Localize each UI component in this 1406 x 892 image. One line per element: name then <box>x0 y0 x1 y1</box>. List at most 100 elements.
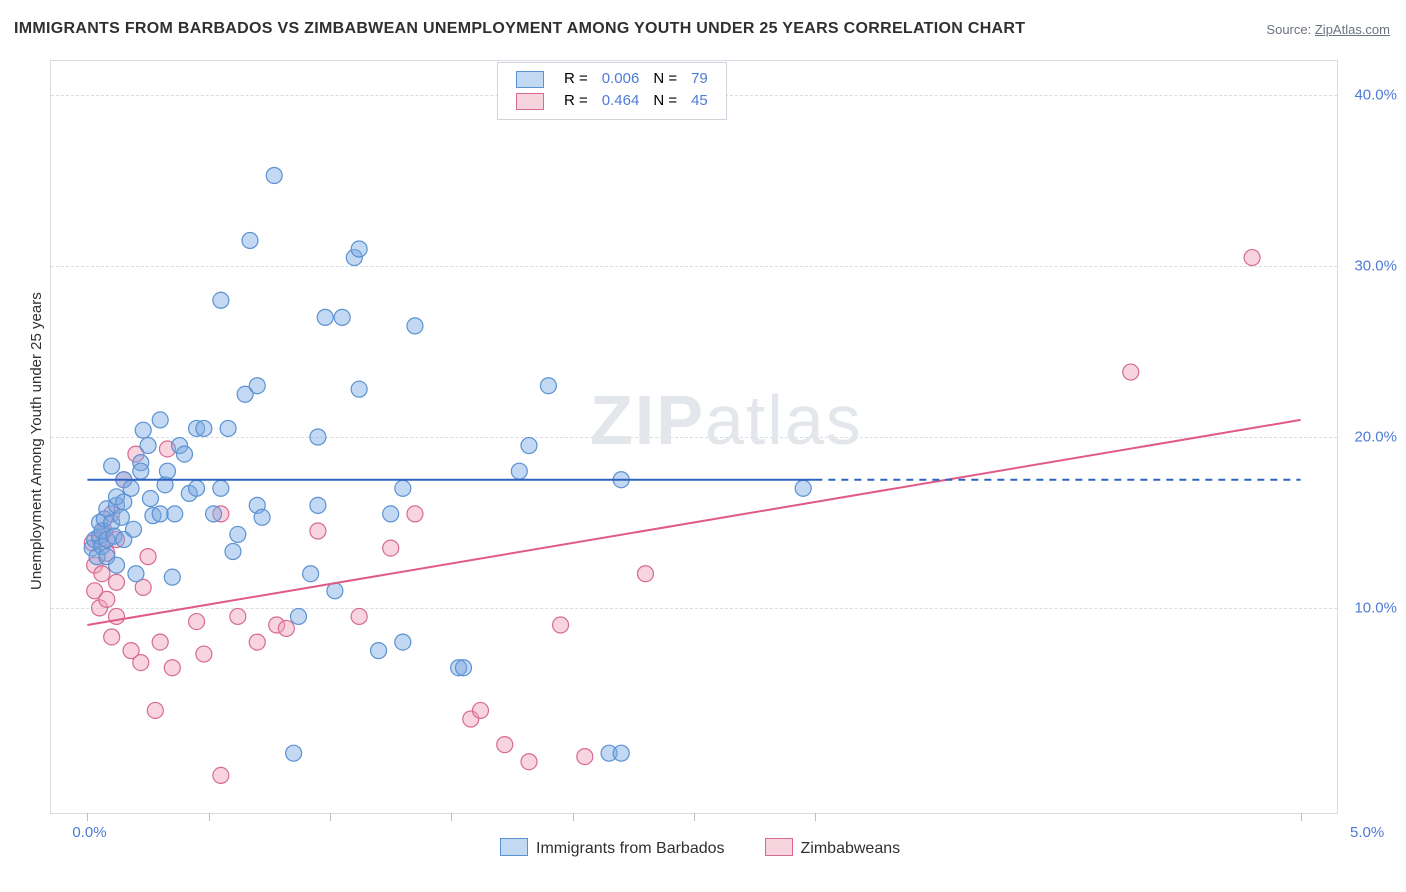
legend-swatch <box>765 838 793 856</box>
data-point <box>351 241 367 257</box>
data-point <box>99 591 115 607</box>
data-point <box>164 569 180 585</box>
data-point <box>109 574 125 590</box>
data-point <box>310 523 326 539</box>
data-point <box>407 506 423 522</box>
legend-n-label: N = <box>647 91 683 111</box>
x-tick <box>815 813 816 821</box>
source-link[interactable]: ZipAtlas.com <box>1315 22 1390 37</box>
data-point <box>334 309 350 325</box>
data-point <box>553 617 569 633</box>
data-point <box>133 463 149 479</box>
data-point <box>206 506 222 522</box>
data-point <box>1244 250 1260 266</box>
y-tick-label: 30.0% <box>1354 258 1397 275</box>
legend-n-value: 45 <box>685 91 714 111</box>
legend-item: Zimbabweans <box>765 840 901 857</box>
data-point <box>213 480 229 496</box>
data-point <box>1123 364 1139 380</box>
legend-item: Immigrants from Barbados <box>500 840 725 857</box>
x-tick <box>694 813 695 821</box>
x-axis-max-label: 5.0% <box>1350 824 1384 841</box>
source-label: Source: <box>1266 22 1311 37</box>
legend-n-label: N = <box>647 69 683 89</box>
legend-correlation: R =0.006N =79R =0.464N =45 <box>497 62 727 120</box>
plot-area: 40.0%30.0%20.0%10.0% <box>50 60 1338 814</box>
data-point <box>310 429 326 445</box>
legend-row: R =0.006N =79 <box>510 69 714 89</box>
data-point <box>286 745 302 761</box>
trend-line <box>87 420 1300 625</box>
data-point <box>249 634 265 650</box>
data-point <box>351 608 367 624</box>
data-point <box>577 749 593 765</box>
legend-swatch <box>500 838 528 856</box>
data-point <box>125 521 141 537</box>
data-point <box>383 540 399 556</box>
data-point <box>213 292 229 308</box>
data-point <box>521 438 537 454</box>
source-block: Source: ZipAtlas.com <box>1266 22 1390 37</box>
x-tick <box>1301 813 1302 821</box>
x-tick <box>330 813 331 821</box>
data-point <box>521 754 537 770</box>
data-point <box>189 614 205 630</box>
data-point <box>196 420 212 436</box>
data-point <box>189 480 205 496</box>
data-point <box>94 566 110 582</box>
legend-r-label: R = <box>558 69 594 89</box>
data-point <box>123 480 139 496</box>
y-tick-label: 20.0% <box>1354 429 1397 446</box>
data-point <box>254 509 270 525</box>
chart-title: IMMIGRANTS FROM BARBADOS VS ZIMBABWEAN U… <box>14 20 1025 38</box>
legend-series: Immigrants from Barbados Zimbabweans <box>500 838 940 858</box>
legend-n-value: 79 <box>685 69 714 89</box>
x-tick <box>87 813 88 821</box>
data-point <box>176 446 192 462</box>
data-point <box>225 544 241 560</box>
y-axis-title: Unemployment Among Youth under 25 years <box>28 292 45 590</box>
data-point <box>113 509 129 525</box>
data-point <box>371 643 387 659</box>
data-point <box>395 634 411 650</box>
data-point <box>472 702 488 718</box>
data-point <box>142 491 158 507</box>
data-point <box>133 655 149 671</box>
legend-swatch <box>516 93 544 110</box>
x-tick <box>451 813 452 821</box>
legend-swatch <box>516 71 544 88</box>
legend-label: Immigrants from Barbados <box>536 840 725 857</box>
legend-row: R =0.464N =45 <box>510 91 714 111</box>
data-point <box>152 412 168 428</box>
data-point <box>230 526 246 542</box>
data-point <box>455 660 471 676</box>
data-point <box>351 381 367 397</box>
data-point <box>109 557 125 573</box>
data-point <box>152 506 168 522</box>
data-point <box>317 309 333 325</box>
data-point <box>249 378 265 394</box>
data-point <box>511 463 527 479</box>
plot-svg <box>51 61 1337 813</box>
x-axis-min-label: 0.0% <box>72 824 106 841</box>
legend-r-value: 0.006 <box>596 69 646 89</box>
data-point <box>613 745 629 761</box>
data-point <box>135 422 151 438</box>
x-tick <box>209 813 210 821</box>
data-point <box>109 608 125 624</box>
y-tick-label: 40.0% <box>1354 87 1397 104</box>
data-point <box>196 646 212 662</box>
data-point <box>128 566 144 582</box>
data-point <box>795 480 811 496</box>
data-point <box>159 463 175 479</box>
legend-r-value: 0.464 <box>596 91 646 111</box>
data-point <box>104 458 120 474</box>
data-point <box>290 608 306 624</box>
data-point <box>383 506 399 522</box>
data-point <box>303 566 319 582</box>
data-point <box>147 702 163 718</box>
data-point <box>230 608 246 624</box>
x-tick <box>573 813 574 821</box>
data-point <box>310 497 326 513</box>
data-point <box>152 634 168 650</box>
